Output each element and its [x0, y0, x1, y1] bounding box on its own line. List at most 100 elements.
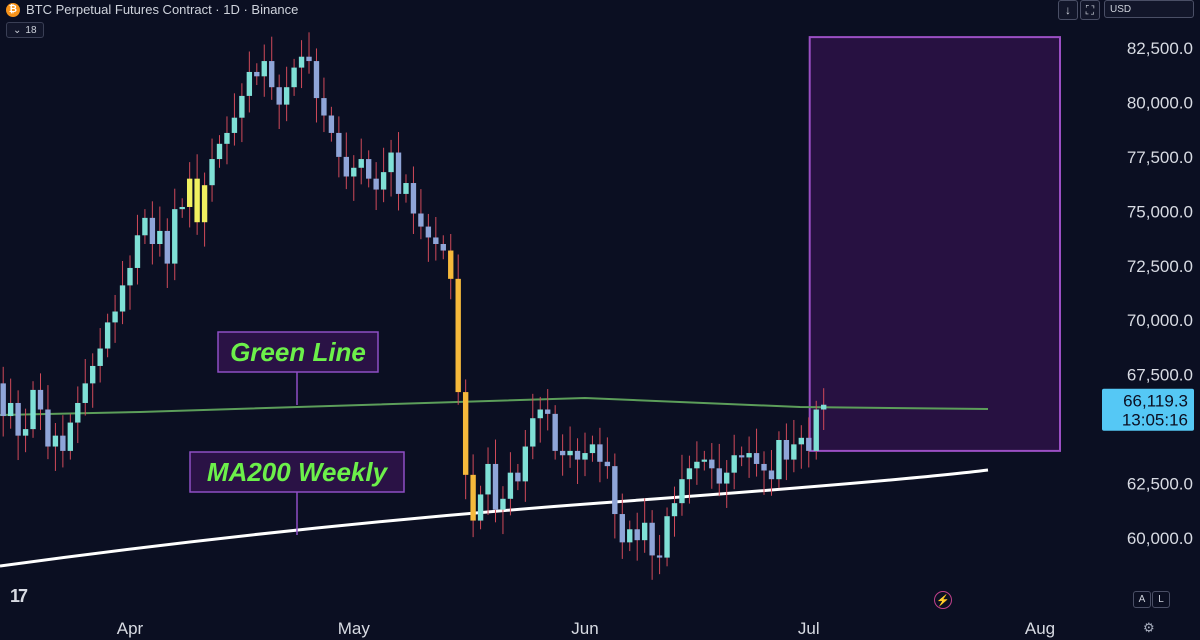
candle-body	[67, 422, 74, 451]
candle-body	[656, 555, 663, 558]
arrow-down-icon: ↓	[1065, 3, 1071, 17]
candle-body	[321, 98, 327, 116]
candle-body	[806, 437, 812, 451]
candle-body	[619, 514, 625, 543]
candle-body	[343, 156, 349, 177]
y-tick-label: 60,000.0	[1127, 529, 1193, 548]
candle-body	[731, 455, 737, 473]
candle-body	[336, 132, 342, 157]
candle-body	[604, 461, 611, 467]
candle-body	[358, 159, 364, 168]
candle-body	[485, 463, 491, 495]
x-tick-label: Jun	[571, 619, 598, 638]
fullscreen-icon: ⛶	[1085, 2, 1095, 17]
candle-body	[425, 226, 432, 238]
candle-body	[768, 470, 775, 480]
candle-body	[612, 466, 618, 515]
chevron-down-icon: ⌄	[13, 24, 22, 36]
lightning-icon[interactable]: ⚡	[934, 591, 952, 609]
candle-body	[380, 172, 387, 190]
candle-body	[597, 444, 603, 462]
candle-body	[283, 87, 290, 105]
candle-body	[149, 217, 156, 244]
candle-body	[239, 95, 245, 118]
candle-countdown: 13:05:16	[1122, 411, 1188, 430]
gear-icon[interactable]: ⚙	[1143, 620, 1155, 635]
ma200-callout-box	[189, 451, 405, 493]
candle-body	[291, 67, 297, 88]
candle-body	[97, 348, 103, 366]
candle-body	[627, 529, 633, 543]
fullscreen-button[interactable]: ⛶	[1080, 0, 1100, 20]
log-scale-button[interactable]: L	[1152, 591, 1170, 608]
candle-body	[433, 237, 439, 244]
candle-body	[246, 71, 253, 96]
candle-body	[709, 459, 715, 469]
candle-body	[477, 494, 484, 521]
candle-body	[530, 418, 536, 447]
x-tick-label: Apr	[117, 619, 144, 638]
candle-body	[209, 159, 215, 186]
candle-body	[694, 461, 700, 469]
candle-body	[686, 468, 693, 480]
candle-body	[716, 468, 722, 484]
candle-body	[783, 440, 790, 460]
candle-body	[22, 429, 29, 436]
candle-body	[634, 529, 640, 541]
candle-body	[112, 311, 118, 323]
indicator-toggle[interactable]: ⌄ 18	[6, 22, 44, 38]
candle-body	[179, 206, 185, 210]
candle-body	[201, 185, 208, 223]
ma200-weekly-line	[0, 468, 989, 568]
chart-header: ₿ BTC Perpetual Futures Contract · 1D · …	[6, 2, 298, 17]
green-line-callout-box	[217, 331, 379, 373]
y-tick-label: 82,500.0	[1127, 39, 1193, 58]
y-tick-label: 62,500.0	[1127, 475, 1193, 494]
candle-body	[269, 61, 275, 88]
candle-body	[559, 450, 566, 456]
candle-body	[216, 143, 223, 160]
candle-body	[821, 404, 827, 410]
candle-body	[574, 450, 581, 460]
candle-body	[679, 479, 685, 504]
candle-body	[462, 392, 469, 475]
candle-body	[231, 117, 238, 133]
candle-body	[552, 413, 558, 451]
tradingview-logo: 17	[10, 586, 28, 606]
candle-body	[15, 402, 21, 436]
target-zone-box	[808, 36, 1062, 452]
candle-body	[395, 152, 402, 194]
candle-body	[470, 474, 476, 521]
candle-body	[366, 159, 372, 179]
candle-body	[45, 409, 51, 447]
currency-select[interactable]: USD	[1104, 0, 1194, 18]
candle-body	[261, 61, 267, 77]
candle-body	[224, 132, 230, 144]
candle-body	[373, 178, 379, 190]
candle-body	[254, 71, 260, 77]
candle-body	[545, 409, 551, 414]
candle-body	[798, 437, 804, 445]
candle-body	[157, 230, 163, 244]
candle-body	[134, 235, 141, 268]
x-tick-label: Aug	[1025, 619, 1055, 638]
x-tick-label: May	[338, 619, 371, 638]
candle-body	[172, 209, 178, 264]
candle-body	[500, 498, 506, 510]
candle-body	[60, 435, 66, 451]
candle-body	[75, 402, 81, 423]
last-price-value: 66,119.3	[1123, 392, 1188, 411]
candle-body	[761, 463, 767, 471]
candle-body	[440, 244, 446, 251]
candle-body	[746, 453, 752, 458]
candle-body	[410, 183, 417, 214]
indicator-count: 18	[25, 24, 37, 36]
candle-body	[276, 87, 282, 105]
download-button[interactable]: ↓	[1058, 0, 1078, 20]
green-line-callout-label: Green Line	[230, 337, 366, 367]
candle-body	[186, 178, 193, 207]
auto-scale-button[interactable]: A	[1133, 591, 1151, 608]
last-price-badge	[1102, 388, 1194, 431]
